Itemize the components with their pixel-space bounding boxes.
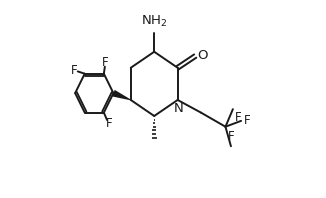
Text: O: O — [198, 49, 208, 62]
Text: F: F — [235, 111, 242, 124]
Text: F: F — [71, 64, 77, 77]
Polygon shape — [112, 90, 131, 100]
Text: NH$_2$: NH$_2$ — [141, 14, 168, 29]
Text: F: F — [228, 130, 234, 143]
Text: N: N — [173, 102, 183, 114]
Text: F: F — [105, 117, 112, 130]
Text: F: F — [244, 114, 250, 127]
Text: F: F — [102, 56, 109, 69]
